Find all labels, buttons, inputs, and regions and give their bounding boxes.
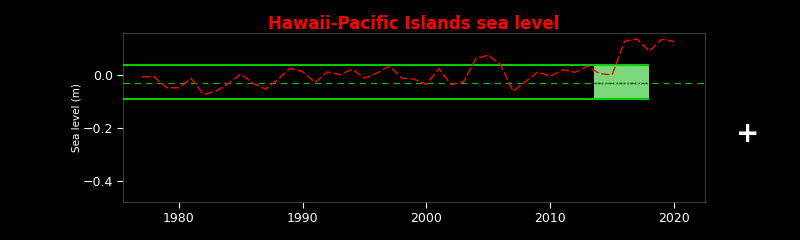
Title: Hawaii-Pacific Islands sea level: Hawaii-Pacific Islands sea level — [269, 15, 560, 33]
Text: +: + — [736, 120, 760, 148]
Bar — [594, 65, 650, 99]
Y-axis label: Sea level (m): Sea level (m) — [71, 83, 81, 152]
